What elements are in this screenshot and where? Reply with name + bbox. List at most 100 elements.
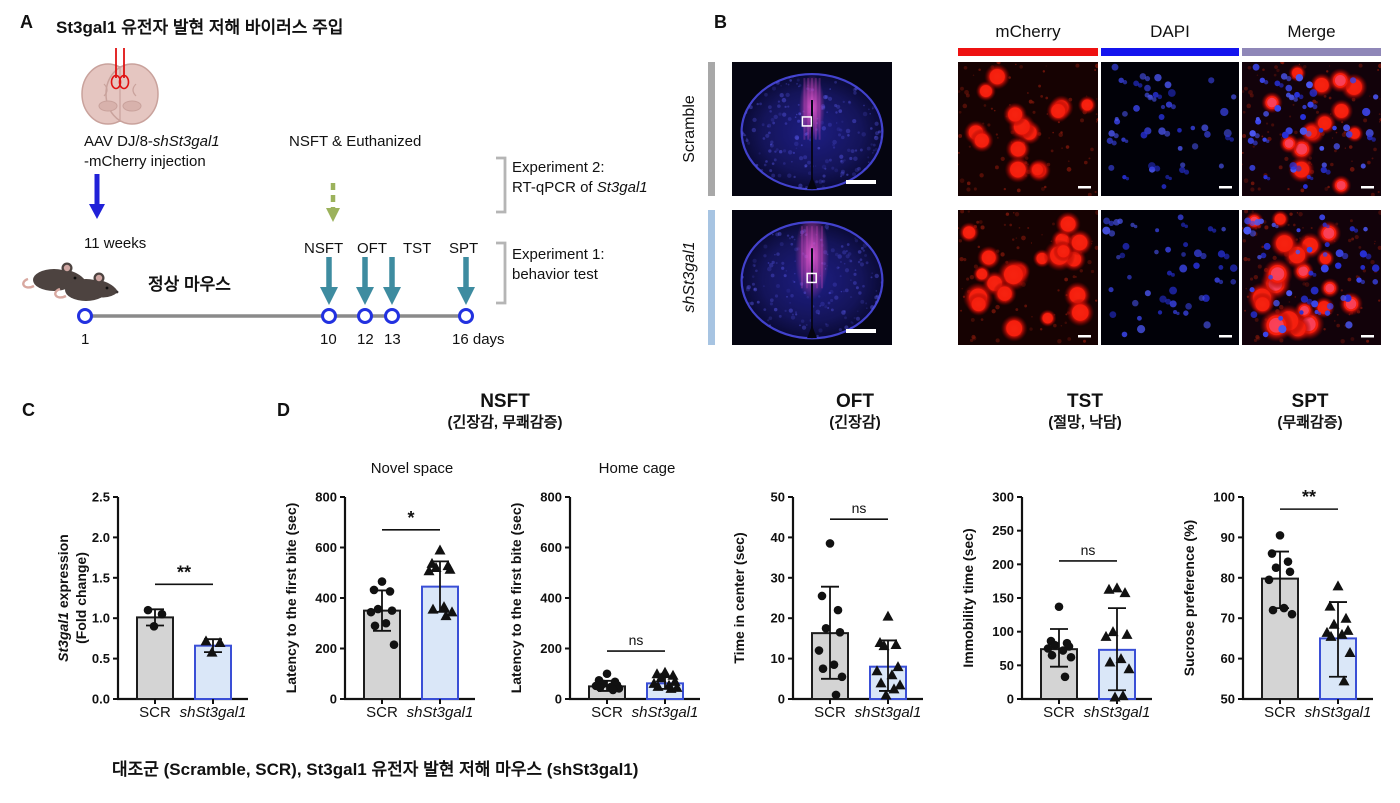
- mcherry-image-scramble: [958, 62, 1098, 196]
- scramble-row-bar: [708, 62, 715, 196]
- svg-text:50: 50: [1221, 692, 1235, 707]
- dapi-image-sh: [1101, 210, 1239, 345]
- svg-text:SCR: SCR: [366, 704, 398, 721]
- mcherry-color-bar: [958, 48, 1098, 56]
- st3gal1-expression-chart: 0.0 0.5 1.0 1.5 2.0 2.5 SCR shSt3gal1 **: [84, 487, 254, 742]
- svg-text:**: **: [1302, 487, 1316, 507]
- svg-text:2.0: 2.0: [92, 530, 110, 545]
- oft-chart: 0 10 20 30 40 50 SCR shSt3gal1 ns: [759, 487, 929, 742]
- nsft-group-title: NSFT (긴장감, 무쾌감증): [447, 391, 563, 431]
- nsft-arrow-icon: [320, 257, 338, 305]
- svg-text:**: **: [177, 562, 191, 582]
- svg-text:80: 80: [1221, 570, 1235, 585]
- figure-caption: 대조군 (Scramble, SCR), St3gal1 유전자 발현 저해 마…: [112, 760, 639, 779]
- row-label-scramble: Scramble: [681, 95, 698, 163]
- brain-injection-icon: [81, 48, 159, 125]
- home-cage-subtitle: Home cage: [598, 460, 676, 477]
- mcherry-image-sh: [958, 210, 1098, 345]
- svg-text:SCR: SCR: [814, 704, 846, 721]
- svg-text:ns: ns: [852, 500, 867, 516]
- svg-text:2.5: 2.5: [92, 490, 110, 505]
- svg-text:0.0: 0.0: [92, 692, 110, 707]
- nsft-novel-space-chart: 0 200 400 600 800 SCR shSt3gal1 *: [311, 487, 481, 742]
- spt-chart: 50 60 70 80 90 100 SCR shSt3gal1 **: [1209, 487, 1379, 742]
- timeline-day-1: 1: [81, 331, 90, 348]
- svg-text:*: *: [407, 508, 414, 528]
- timeline-test-tst: TST: [403, 240, 432, 257]
- svg-text:ns: ns: [629, 632, 644, 648]
- svg-text:shSt3gal1: shSt3gal1: [407, 704, 474, 721]
- svg-text:800: 800: [315, 490, 337, 505]
- injection-arrow-icon: [89, 174, 105, 219]
- svg-text:shSt3gal1: shSt3gal1: [855, 704, 922, 721]
- nsft-home-cage-chart: 0 200 400 600 800 SCR shSt3gal1 ns: [536, 487, 706, 742]
- spt-ylabel: Sucrose preference (%): [1181, 519, 1197, 677]
- svg-text:400: 400: [315, 591, 337, 606]
- experiment2-label: Experiment 2: RT-qPCR of St3gal1: [512, 159, 648, 196]
- svg-text:100: 100: [1213, 490, 1235, 505]
- svg-text:200: 200: [540, 641, 562, 656]
- svg-text:shSt3gal1: shSt3gal1: [632, 704, 699, 721]
- svg-text:90: 90: [1221, 530, 1235, 545]
- svg-text:30: 30: [771, 570, 785, 585]
- svg-text:300: 300: [992, 490, 1014, 505]
- oft-arrow-icon: [356, 257, 374, 305]
- oft-group-title: OFT (긴장감): [829, 391, 881, 431]
- novel-space-subtitle: Novel space: [370, 460, 454, 477]
- svg-text:shSt3gal1: shSt3gal1: [1084, 704, 1151, 721]
- panel-c-label: C: [22, 400, 35, 420]
- svg-text:0: 0: [1007, 692, 1014, 707]
- svg-text:SCR: SCR: [1264, 704, 1296, 721]
- svg-text:200: 200: [315, 641, 337, 656]
- svg-text:50: 50: [771, 490, 785, 505]
- column-header-dapi: DAPI: [1150, 22, 1190, 41]
- dapi-image-scramble: [1101, 62, 1239, 196]
- timeline-day-10: 10: [320, 331, 337, 348]
- panel-b-label: B: [714, 12, 727, 32]
- spt-group-title: SPT (무쾌감증): [1277, 391, 1343, 431]
- svg-text:70: 70: [1221, 611, 1235, 626]
- svg-text:100: 100: [992, 624, 1014, 639]
- svg-text:0: 0: [330, 692, 337, 707]
- svg-text:800: 800: [540, 490, 562, 505]
- svg-text:shSt3gal1: shSt3gal1: [180, 704, 247, 721]
- normal-mouse-label: 정상 마우스: [148, 275, 231, 294]
- brain-section-image-scramble: [732, 62, 892, 196]
- svg-text:0: 0: [778, 692, 785, 707]
- svg-text:150: 150: [992, 591, 1014, 606]
- injection-label: AAV DJ/8-shSt3gal1 -mCherry injection: [84, 133, 220, 170]
- svg-text:600: 600: [540, 540, 562, 555]
- svg-text:60: 60: [1221, 651, 1235, 666]
- svg-text:ns: ns: [1081, 542, 1096, 558]
- column-header-mcherry: mCherry: [995, 22, 1061, 41]
- experiment1-label: Experiment 1: behavior test: [512, 246, 605, 283]
- experiment1-bracket: [496, 241, 507, 305]
- experiment2-bracket: [496, 156, 507, 214]
- spt-arrow-icon: [457, 257, 475, 305]
- timeline-test-nsft: NSFT: [304, 240, 344, 257]
- column-header-merge: Merge: [1287, 22, 1336, 41]
- svg-text:20: 20: [771, 611, 785, 626]
- merge-image-sh: [1242, 210, 1381, 345]
- oft-ylabel: Time in center (sec): [731, 532, 747, 664]
- brain-section-image-sh: [732, 210, 892, 345]
- svg-text:SCR: SCR: [1043, 704, 1075, 721]
- tst-arrow-icon: [383, 257, 401, 305]
- svg-text:200: 200: [992, 557, 1014, 572]
- timeline-test-oft: OFT: [357, 240, 387, 257]
- tst-chart: 0 50 100 150 200 250 300 SCR shSt3gal1 ns: [988, 487, 1158, 742]
- svg-text:SCR: SCR: [139, 704, 171, 721]
- svg-text:shSt3gal1: shSt3gal1: [1305, 704, 1372, 721]
- nsft-euthanized-label: NSFT & Euthanized: [289, 133, 422, 150]
- panel-d-label: D: [277, 400, 290, 420]
- timeline-test-spt: SPT: [449, 240, 479, 257]
- euthanize-arrow-icon: [326, 183, 340, 222]
- tst-group-title: TST (절망, 낙담): [1048, 391, 1122, 431]
- timeline-day-12: 12: [357, 331, 374, 348]
- svg-text:400: 400: [540, 591, 562, 606]
- timeline: [77, 308, 474, 324]
- timeline-day-16: 16 days: [452, 331, 505, 348]
- svg-text:600: 600: [315, 540, 337, 555]
- svg-text:1.0: 1.0: [92, 611, 110, 626]
